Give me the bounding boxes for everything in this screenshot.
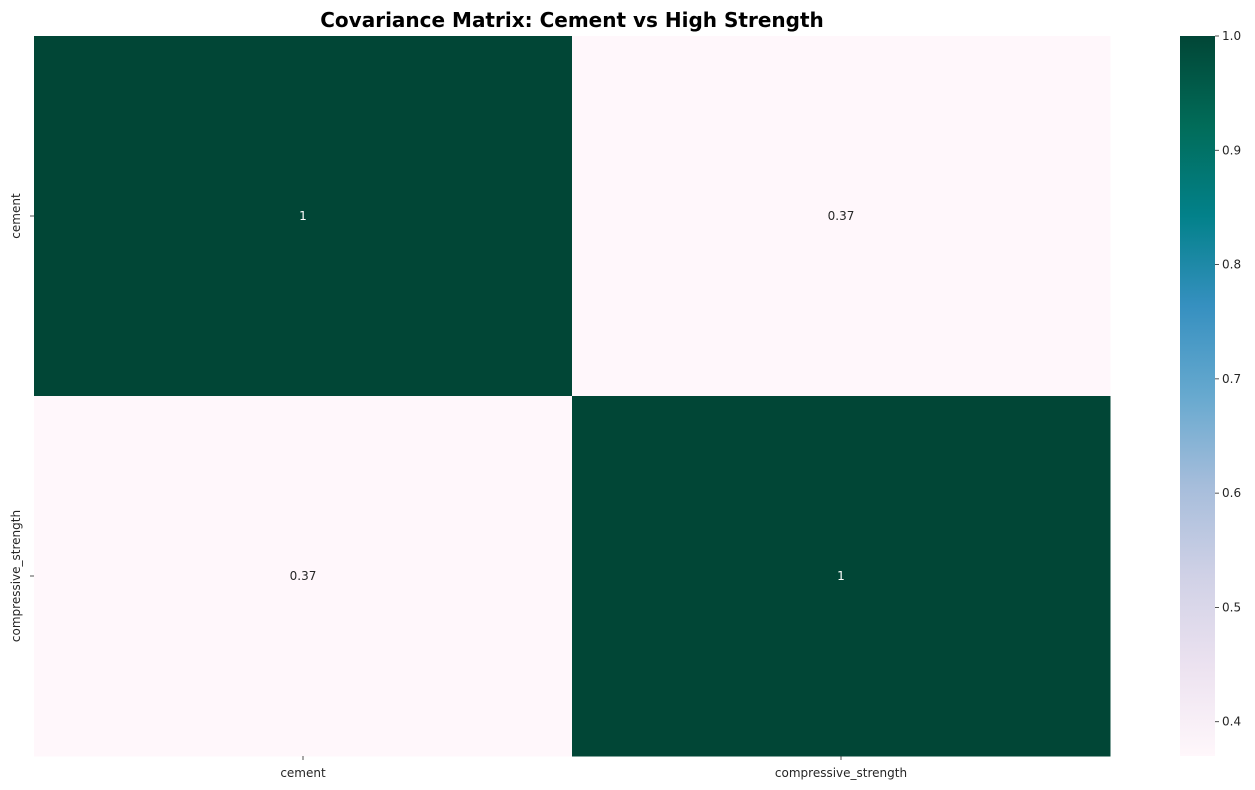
cell-annotation-0-0: 1 bbox=[299, 209, 307, 223]
colorbar: 0.4 0.5 0.6 0.7 0.8 0.9 1.0 bbox=[1180, 29, 1241, 756]
colorbar-tick-label-6: 1.0 bbox=[1222, 29, 1241, 43]
colorbar-tick-label-4: 0.8 bbox=[1222, 258, 1241, 272]
colorbar-gradient bbox=[1180, 36, 1215, 756]
colorbar-tick-label-3: 0.7 bbox=[1222, 372, 1241, 386]
colorbar-tick-label-1: 0.5 bbox=[1222, 600, 1241, 614]
heatmap-cell-1-1 bbox=[572, 396, 1111, 757]
x-tick-label-1: compressive_strength bbox=[775, 766, 907, 780]
heatmap-cells bbox=[34, 36, 1111, 757]
y-axis: cement compressive_strength bbox=[9, 193, 34, 642]
colorbar-tick-label-5: 0.9 bbox=[1222, 143, 1241, 157]
heatmap-cell-0-1 bbox=[572, 36, 1111, 397]
heatmap-annotations: 1 0.37 0.37 1 bbox=[290, 209, 855, 583]
colorbar-tick-label-0: 0.4 bbox=[1222, 715, 1241, 729]
chart-title: Covariance Matrix: Cement vs High Streng… bbox=[320, 8, 824, 32]
colorbar-ticks: 0.4 0.5 0.6 0.7 0.8 0.9 1.0 bbox=[1215, 29, 1241, 729]
cell-annotation-1-0: 0.37 bbox=[290, 569, 317, 583]
colorbar-tick-label-2: 0.6 bbox=[1222, 486, 1241, 500]
x-tick-label-0: cement bbox=[280, 766, 326, 780]
y-tick-label-0: cement bbox=[9, 193, 23, 239]
heatmap-cell-0-0 bbox=[34, 36, 573, 397]
x-axis: cement compressive_strength bbox=[280, 756, 907, 780]
cell-annotation-0-1: 0.37 bbox=[828, 209, 855, 223]
cell-annotation-1-1: 1 bbox=[837, 569, 845, 583]
heatmap-cell-1-0 bbox=[34, 396, 573, 757]
y-tick-label-1: compressive_strength bbox=[9, 510, 23, 642]
